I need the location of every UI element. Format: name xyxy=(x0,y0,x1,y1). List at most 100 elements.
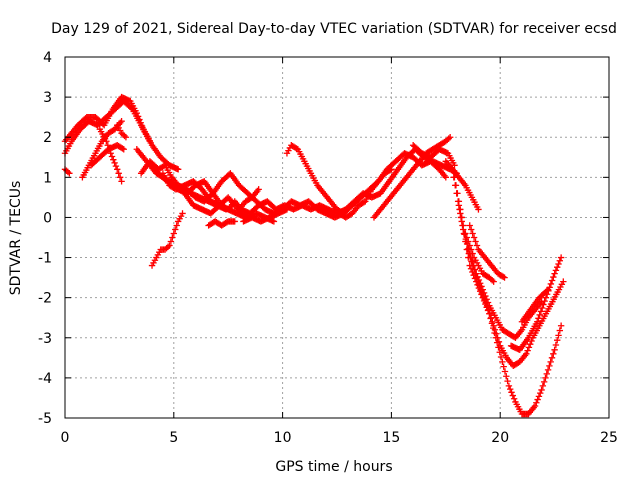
data-point xyxy=(497,353,505,361)
data-point xyxy=(543,287,551,294)
data-point xyxy=(121,132,128,140)
data-point xyxy=(503,373,510,380)
data-point xyxy=(167,238,175,245)
data-point xyxy=(293,145,300,152)
data-point xyxy=(474,273,481,281)
data-point xyxy=(541,297,548,305)
data-point xyxy=(471,266,479,273)
data-point xyxy=(172,226,179,233)
y-tick-label: -1 xyxy=(38,251,52,267)
data-point xyxy=(169,234,176,241)
data-point xyxy=(107,150,114,157)
plot-frame xyxy=(64,56,610,419)
data-point xyxy=(544,286,552,293)
y-tick-label: 2 xyxy=(43,130,52,146)
data-point xyxy=(554,263,561,271)
data-point xyxy=(555,260,562,268)
data-point xyxy=(462,230,469,237)
data-point xyxy=(523,350,530,358)
data-point xyxy=(173,222,180,229)
data-point xyxy=(442,174,449,181)
data-point xyxy=(542,294,550,301)
data-point xyxy=(386,166,394,174)
data-point xyxy=(463,234,471,241)
data-point xyxy=(270,218,278,225)
x-tick-label: 20 xyxy=(491,430,509,446)
data-point xyxy=(504,377,511,385)
data-point xyxy=(540,301,547,308)
data-point xyxy=(486,310,493,317)
data-point xyxy=(64,168,72,176)
data-point xyxy=(475,276,483,284)
data-point xyxy=(538,304,546,312)
data-point xyxy=(543,370,550,378)
data-point xyxy=(535,315,542,322)
data-point xyxy=(490,278,497,285)
data-point xyxy=(469,250,476,257)
y-tick-label: 0 xyxy=(43,210,52,226)
data-point xyxy=(120,146,127,153)
data-point xyxy=(527,340,534,348)
y-axis-label: SDTVAR / TECUs xyxy=(8,181,24,296)
data-point xyxy=(469,230,476,237)
y-tick-label: 1 xyxy=(43,170,52,186)
data-point xyxy=(128,104,135,112)
data-point xyxy=(472,238,479,245)
y-tick-label: -2 xyxy=(38,291,52,307)
data-point xyxy=(550,273,557,281)
data-point xyxy=(535,393,543,400)
data-point xyxy=(478,283,485,290)
data-point xyxy=(501,274,508,281)
data-point xyxy=(446,134,454,141)
data-point xyxy=(116,174,124,181)
x-tick-label: 25 xyxy=(600,430,618,446)
data-point xyxy=(104,142,111,149)
data-point xyxy=(560,278,567,285)
data-point xyxy=(537,308,545,315)
data-point xyxy=(467,265,475,272)
data-point xyxy=(118,117,125,125)
data-point xyxy=(555,332,562,339)
data-point xyxy=(469,258,476,265)
data-point xyxy=(466,242,473,249)
data-point xyxy=(501,368,509,375)
data-point xyxy=(164,243,172,251)
data-point xyxy=(460,226,467,233)
data-point xyxy=(255,186,262,193)
data-point xyxy=(108,153,116,160)
data-point xyxy=(465,238,472,245)
data-point xyxy=(557,254,565,261)
data-point xyxy=(540,378,548,386)
y-tick-label: -5 xyxy=(38,411,52,427)
data-point xyxy=(554,336,561,344)
y-tick-label: 3 xyxy=(43,90,52,106)
data-point xyxy=(360,199,368,206)
data-point xyxy=(231,218,238,225)
x-tick-label: 10 xyxy=(274,430,292,446)
data-point xyxy=(174,166,182,173)
data-point xyxy=(452,182,460,189)
data-point xyxy=(146,138,154,145)
data-point xyxy=(454,190,461,197)
data-point xyxy=(546,362,553,370)
data-point xyxy=(548,277,556,284)
data-point xyxy=(166,242,173,249)
data-point xyxy=(490,322,497,329)
data-point xyxy=(475,206,482,213)
data-point xyxy=(542,374,549,382)
data-point xyxy=(533,318,541,325)
data-point xyxy=(179,210,186,217)
data-point xyxy=(445,135,452,142)
data-point xyxy=(505,382,513,390)
data-point xyxy=(538,386,545,394)
data-point xyxy=(110,156,117,163)
data-point xyxy=(106,146,113,153)
data-point xyxy=(476,280,484,287)
data-point xyxy=(552,267,560,274)
data-point xyxy=(114,166,121,173)
data-point xyxy=(536,311,543,319)
data-point xyxy=(525,344,533,351)
data-point xyxy=(473,270,480,277)
data-point xyxy=(122,134,130,141)
